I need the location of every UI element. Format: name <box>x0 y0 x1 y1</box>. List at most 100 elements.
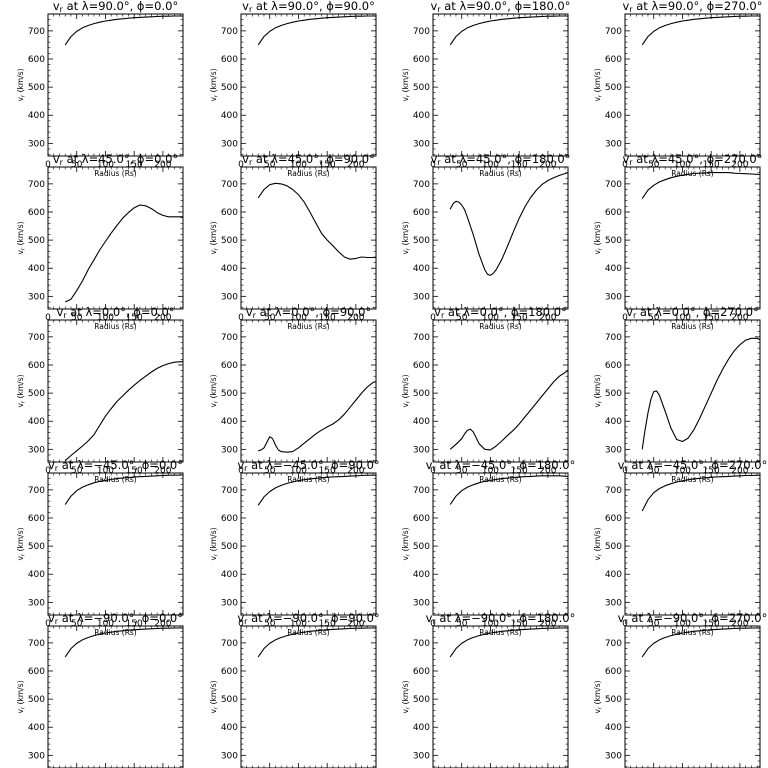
title-at: at λ= <box>252 152 287 166</box>
y-axis-label: vr (km/s) <box>593 221 604 254</box>
title-var-sub: r <box>244 617 248 626</box>
title-var: v <box>53 152 60 166</box>
x-tick-label: 200 <box>731 313 748 323</box>
x-axis-label: Radius (Rs) <box>479 169 522 178</box>
y-axis-label-subscript: r <box>406 706 412 709</box>
title-var-sub: r <box>63 311 67 320</box>
title-var: v <box>434 305 441 319</box>
y-tick-label: 400 <box>28 723 45 733</box>
x-tick-label: 200 <box>731 466 748 476</box>
plot-frame <box>624 13 761 157</box>
panel-title: vr at λ=−90.0°, ϕ=270.0° <box>618 611 768 626</box>
x-axis-label: Radius (Rs) <box>287 169 330 178</box>
title-deg2: ° <box>172 152 178 166</box>
y-tick-label: 700 <box>605 486 622 496</box>
series-line <box>257 474 376 506</box>
title-var: v <box>430 0 437 13</box>
title-deg: °, ϕ= <box>698 458 728 472</box>
panel-title: vr at λ=45.0°, ϕ=270.0° <box>622 152 762 167</box>
title-longitude: 270.0 <box>729 458 762 472</box>
series-line <box>641 337 761 450</box>
title-at: at λ= <box>252 0 287 13</box>
y-tick-label: 600 <box>28 361 45 371</box>
plot-frame <box>240 319 377 463</box>
x-tick-label: 150 <box>703 466 720 476</box>
title-var-sub: r <box>253 311 257 320</box>
title-longitude: 90.0 <box>340 305 366 319</box>
panel-title: vr at λ=−45.0°, ϕ=0.0° <box>48 458 183 473</box>
plot-frame <box>240 472 377 616</box>
x-tick-label: 150 <box>319 160 336 170</box>
x-tick-label: 100 <box>290 466 307 476</box>
y-tick-label: 300 <box>605 751 622 761</box>
panel-title: vr at λ=90.0°, ϕ=270.0° <box>622 0 762 14</box>
series-line <box>449 627 568 658</box>
y-tick-label: 500 <box>221 389 238 399</box>
title-var-sub: r <box>55 464 59 473</box>
y-axis-label-symbol: v <box>16 709 25 714</box>
title-latitude: 90.0 <box>98 0 124 13</box>
y-axis-label-subscript: r <box>406 94 412 97</box>
y-tick-label: 500 <box>28 695 45 705</box>
series-line <box>257 15 376 46</box>
title-deg2: ° <box>177 611 183 625</box>
y-axis-label-unit: (km/s) <box>16 527 25 553</box>
x-axis-label: Radius (Rs) <box>94 169 137 178</box>
y-tick-label: 400 <box>605 570 622 580</box>
x-tick-label: 50 <box>456 160 468 170</box>
y-axis-label-unit: (km/s) <box>401 527 410 553</box>
x-tick-label: 150 <box>319 466 336 476</box>
series-line <box>449 475 569 505</box>
y-tick-label: 500 <box>605 695 622 705</box>
title-at: at λ= <box>247 611 282 625</box>
title-deg2: ° <box>570 611 576 625</box>
title-latitude: 0.0 <box>291 305 309 319</box>
y-tick-label: 700 <box>221 27 238 37</box>
y-tick-label: 600 <box>413 514 430 524</box>
y-axis-label-subscript: r <box>406 247 412 250</box>
title-longitude: 0.0 <box>154 0 172 13</box>
x-tick-label: 50 <box>648 619 660 629</box>
title-at: at λ= <box>436 458 471 472</box>
x-tick-label: 0 <box>430 160 436 170</box>
x-axis-label: Radius (Rs) <box>671 322 714 331</box>
plot-frame <box>624 472 761 616</box>
title-longitude: 180.0 <box>528 305 561 319</box>
y-tick-label: 400 <box>413 570 430 580</box>
y-axis-label-subscript: r <box>21 94 27 97</box>
x-tick-label: 150 <box>703 160 720 170</box>
title-longitude: 90.0 <box>343 0 369 13</box>
title-deg2: ° <box>565 152 571 166</box>
y-tick-label: 500 <box>221 542 238 552</box>
x-tick-label: 0 <box>45 619 51 629</box>
title-at: at λ= <box>628 458 663 472</box>
title-longitude: 270.0 <box>724 0 757 13</box>
x-tick-label: 50 <box>264 313 276 323</box>
title-longitude: 0.0 <box>154 152 172 166</box>
title-deg: °, ϕ= <box>129 611 159 625</box>
y-tick-label: 700 <box>413 27 430 37</box>
plot-frame <box>47 13 184 157</box>
y-tick-label: 300 <box>413 292 430 302</box>
title-latitude: −90.0 <box>283 611 318 625</box>
series-line <box>64 361 184 462</box>
panel-title: vr at λ=0.0°, ϕ=90.0° <box>246 305 371 320</box>
title-deg2: ° <box>369 152 375 166</box>
plot-frame <box>432 319 569 463</box>
y-axis-label-symbol: v <box>209 556 218 561</box>
title-deg2: ° <box>561 305 567 319</box>
x-tick-label: 200 <box>347 619 364 629</box>
y-tick-label: 300 <box>28 139 45 149</box>
x-tick-label: 100 <box>482 619 499 629</box>
panel-title: vr at λ=45.0°, ϕ=90.0° <box>242 152 375 167</box>
x-tick-label: 0 <box>238 466 244 476</box>
title-var: v <box>242 0 249 13</box>
x-tick-label: 100 <box>97 160 114 170</box>
x-tick-label: 200 <box>539 313 556 323</box>
